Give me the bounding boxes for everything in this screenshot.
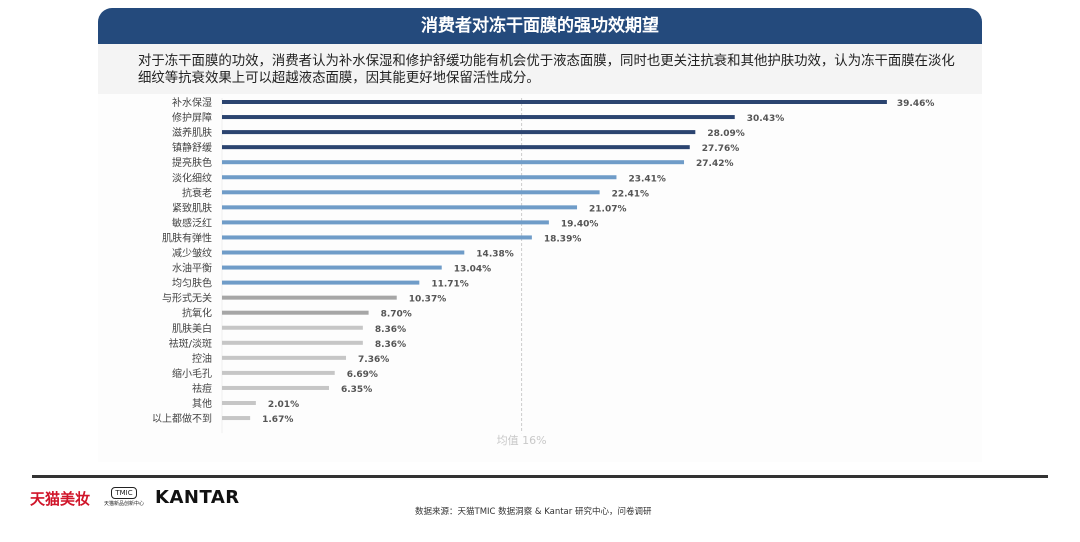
category-label: 抗氧化 — [182, 307, 212, 320]
category-label: 水油平衡 — [172, 262, 212, 275]
category-label: 滋养肌肤 — [172, 126, 212, 139]
bar — [222, 416, 251, 421]
bar — [222, 355, 347, 360]
intro-line-2: 细纹等抗衰效果上可以超越液态面膜，因其能更好地保留活性成分。 — [138, 71, 540, 86]
category-label: 提亮肤色 — [172, 156, 212, 169]
data-label: 27.76% — [702, 144, 740, 154]
data-label: 2.01% — [268, 400, 299, 410]
bar — [222, 160, 685, 165]
bar — [222, 130, 696, 135]
mean-reference-label: 均值 16% — [497, 434, 547, 447]
category-label: 均匀肤色 — [172, 277, 212, 290]
bar — [222, 145, 690, 150]
divider — [32, 475, 1048, 478]
category-label: 敏感泛红 — [172, 216, 212, 229]
category-label: 以上都做不到 — [152, 412, 212, 425]
category-label: 淡化细纹 — [172, 171, 212, 184]
bar — [222, 385, 329, 390]
category-label: 紧致肌肤 — [172, 201, 212, 214]
data-label: 27.42% — [696, 159, 734, 169]
chart-panel: 均值 16% 补水保湿 39.46% 修护屏障 30.43% 滋养肌肤 28.09% 镇静舒缓… — [98, 94, 982, 462]
data-label: 14.38% — [476, 250, 513, 260]
category-label: 补水保湿 — [172, 96, 212, 109]
data-source: 数据来源：天猫TMIC 数据洞察 & Kantar 研究中心，问卷调研 — [415, 507, 652, 517]
bar — [222, 220, 549, 225]
bar — [222, 205, 578, 210]
page-title: 消费者对冻干面膜的强功效期望 — [98, 8, 982, 44]
bar — [222, 340, 363, 345]
data-label: 13.04% — [454, 265, 492, 275]
data-label: 22.41% — [612, 189, 650, 199]
data-label: 1.67% — [262, 415, 293, 425]
bar-chart: 均值 16% 补水保湿 39.46% 修护屏障 30.43% 滋养肌肤 28.09% 镇静舒缓… — [152, 96, 935, 447]
category-label: 与形式无关 — [162, 292, 212, 305]
data-label: 23.41% — [628, 174, 666, 184]
category-label: 控油 — [192, 352, 212, 365]
data-label: 30.43% — [747, 114, 785, 124]
bar — [222, 265, 442, 270]
data-label: 18.39% — [544, 234, 582, 244]
category-label: 修护屏障 — [172, 111, 212, 124]
tmic-logo: TMIC 天猫新品创新中心 — [100, 487, 148, 507]
data-label: 39.46% — [897, 99, 935, 109]
bar — [222, 250, 465, 255]
data-label: 8.70% — [381, 310, 412, 320]
data-label: 10.37% — [409, 295, 447, 305]
data-label: 28.09% — [707, 129, 745, 139]
data-label: 21.07% — [589, 204, 627, 214]
bar — [222, 280, 420, 285]
category-label: 祛痘 — [192, 382, 212, 395]
category-label: 肌肤美白 — [172, 322, 212, 335]
kantar-logo: KANTAR — [155, 487, 240, 508]
category-label: 抗衰老 — [182, 186, 212, 199]
data-label: 7.36% — [358, 355, 389, 365]
bar — [222, 115, 735, 120]
tmic-logo-mark: TMIC — [111, 487, 137, 499]
data-label: 6.35% — [341, 385, 372, 395]
bar — [222, 370, 335, 375]
bar — [222, 325, 363, 330]
bar — [222, 295, 397, 300]
data-label: 8.36% — [375, 340, 406, 350]
bar — [222, 175, 617, 180]
bar — [222, 190, 600, 195]
intro-text: 对于冻干面膜的功效，消费者认为补水保湿和修护舒缓功能有机会优于液态面膜，同时也更… — [98, 44, 982, 94]
data-label: 8.36% — [375, 325, 406, 335]
bar — [222, 310, 369, 315]
category-label: 减少皱纹 — [172, 247, 212, 260]
data-label: 11.71% — [431, 280, 469, 290]
bar — [222, 100, 887, 104]
intro-line-1: 对于冻干面膜的功效，消费者认为补水保湿和修护舒缓功能有机会优于液态面膜，同时也更… — [138, 54, 955, 69]
data-label: 19.40% — [561, 219, 599, 229]
data-label: 6.69% — [347, 370, 378, 380]
tmic-logo-sub: 天猫新品创新中心 — [103, 501, 144, 507]
category-label: 祛斑/淡斑 — [169, 337, 212, 350]
category-label: 其他 — [192, 397, 212, 410]
tmall-beauty-logo: 天猫美妆 — [30, 490, 91, 508]
bar — [222, 401, 256, 405]
category-label: 肌肤有弹性 — [162, 231, 212, 244]
category-label: 缩小毛孔 — [172, 367, 212, 380]
bar — [222, 235, 532, 240]
category-label: 镇静舒缓 — [172, 141, 212, 154]
